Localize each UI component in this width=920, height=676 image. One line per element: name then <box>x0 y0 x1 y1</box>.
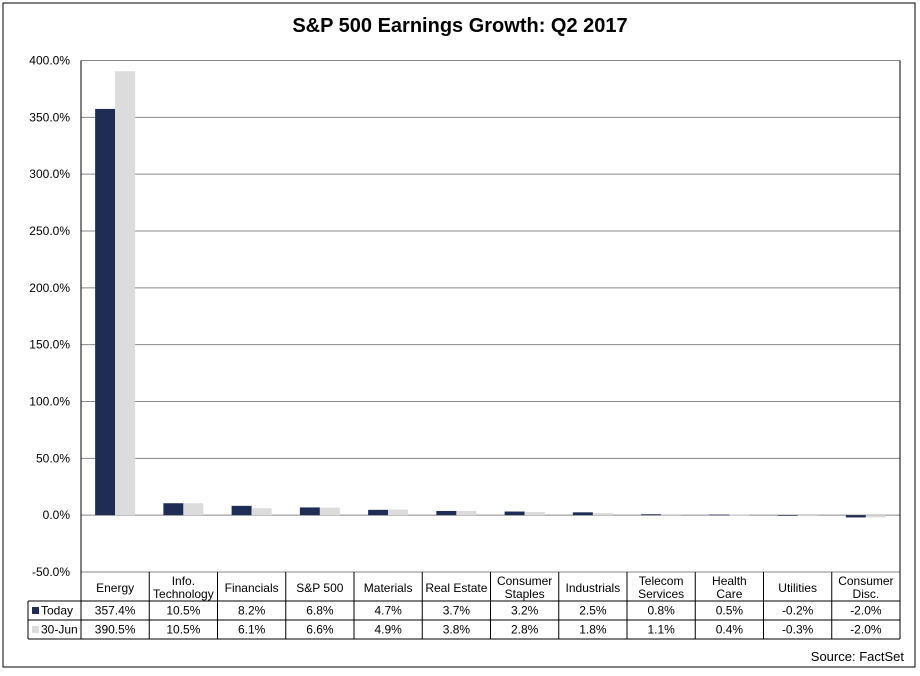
category-label: Utilities <box>778 581 817 595</box>
y-tick-label: 400.0% <box>29 54 70 68</box>
bar-today <box>641 514 662 516</box>
data-label: 0.4% <box>716 623 744 637</box>
data-label: -2.0% <box>850 623 882 637</box>
bar-30-jun <box>456 510 477 516</box>
bar-30-jun <box>865 515 886 518</box>
data-label: 1.8% <box>579 623 607 637</box>
data-label: 8.2% <box>238 604 266 618</box>
data-label: 0.5% <box>716 604 744 618</box>
bar-today <box>777 515 798 516</box>
legend-key-today <box>32 607 39 614</box>
data-label: 3.7% <box>443 604 471 618</box>
y-tick-label: 250.0% <box>29 224 70 238</box>
y-tick-label: 150.0% <box>29 338 70 352</box>
data-label: 3.8% <box>443 623 471 637</box>
bar-30-jun <box>388 509 409 516</box>
y-tick-label: 50.0% <box>36 451 70 465</box>
data-label: -0.3% <box>782 623 814 637</box>
category-label: Info. <box>172 574 195 588</box>
category-label: Financials <box>225 581 279 595</box>
bar-30-jun <box>661 513 682 516</box>
y-tick-label: 300.0% <box>29 167 70 181</box>
bar-30-jun <box>251 508 272 516</box>
data-label: 6.6% <box>306 623 334 637</box>
category-label: Health <box>712 574 747 588</box>
bar-today <box>299 507 320 516</box>
category-label: Care <box>716 587 742 601</box>
bar-30-jun <box>524 511 545 516</box>
chart-title: S&P 500 Earnings Growth: Q2 2017 <box>292 15 628 37</box>
bar-30-jun <box>115 71 136 516</box>
data-label: 10.5% <box>166 604 200 618</box>
category-label: Industrials <box>566 581 621 595</box>
category-label: Technology <box>153 587 214 601</box>
category-label: Consumer <box>838 574 893 588</box>
bar-30-jun <box>319 507 340 516</box>
bar-30-jun <box>729 514 750 516</box>
bar-today <box>845 515 866 518</box>
bar-today <box>709 514 730 516</box>
legend-label: Today <box>41 604 73 618</box>
data-label: 1.1% <box>647 623 675 637</box>
data-label: 10.5% <box>166 623 200 637</box>
legend-key-30-jun <box>32 626 39 633</box>
category-label: Real Estate <box>425 581 487 595</box>
bar-30-jun <box>797 515 818 516</box>
y-tick-label: 100.0% <box>29 395 70 409</box>
data-label: 4.9% <box>374 623 402 637</box>
category-label: Staples <box>505 587 545 601</box>
data-label: 3.2% <box>511 604 539 618</box>
data-label: 0.8% <box>647 604 675 618</box>
y-tick-label: 200.0% <box>29 281 70 295</box>
data-label: 2.5% <box>579 604 607 618</box>
bar-today <box>504 511 525 516</box>
category-label: Telecom <box>639 574 684 588</box>
data-label: 2.8% <box>511 623 539 637</box>
chart-border <box>2 2 916 668</box>
category-label: S&P 500 <box>296 581 343 595</box>
data-label: 390.5% <box>95 623 136 637</box>
bar-30-jun <box>183 503 204 516</box>
y-tick-label: 350.0% <box>29 110 70 124</box>
data-label: -2.0% <box>850 604 882 618</box>
category-label: Services <box>638 587 684 601</box>
data-label: -0.2% <box>782 604 814 618</box>
bar-30-jun <box>592 513 613 516</box>
bar-today <box>95 108 116 516</box>
bar-today <box>163 503 184 516</box>
category-label: Consumer <box>497 574 552 588</box>
bar-today <box>368 509 389 516</box>
data-label: 6.8% <box>306 604 334 618</box>
category-label: Energy <box>96 581 134 595</box>
legend-label: 30-Jun <box>41 623 78 637</box>
bar-today <box>572 512 593 516</box>
category-label: Materials <box>364 581 413 595</box>
y-tick-label: -50.0% <box>32 565 70 579</box>
data-label: 357.4% <box>95 604 136 618</box>
data-label: 4.7% <box>374 604 402 618</box>
bar-today <box>231 505 252 516</box>
bar-today <box>436 510 457 516</box>
data-label: 6.1% <box>238 623 266 637</box>
y-tick-label: 0.0% <box>43 508 71 522</box>
source-note: Source: FactSet <box>810 649 904 664</box>
category-label: Disc. <box>853 587 880 601</box>
